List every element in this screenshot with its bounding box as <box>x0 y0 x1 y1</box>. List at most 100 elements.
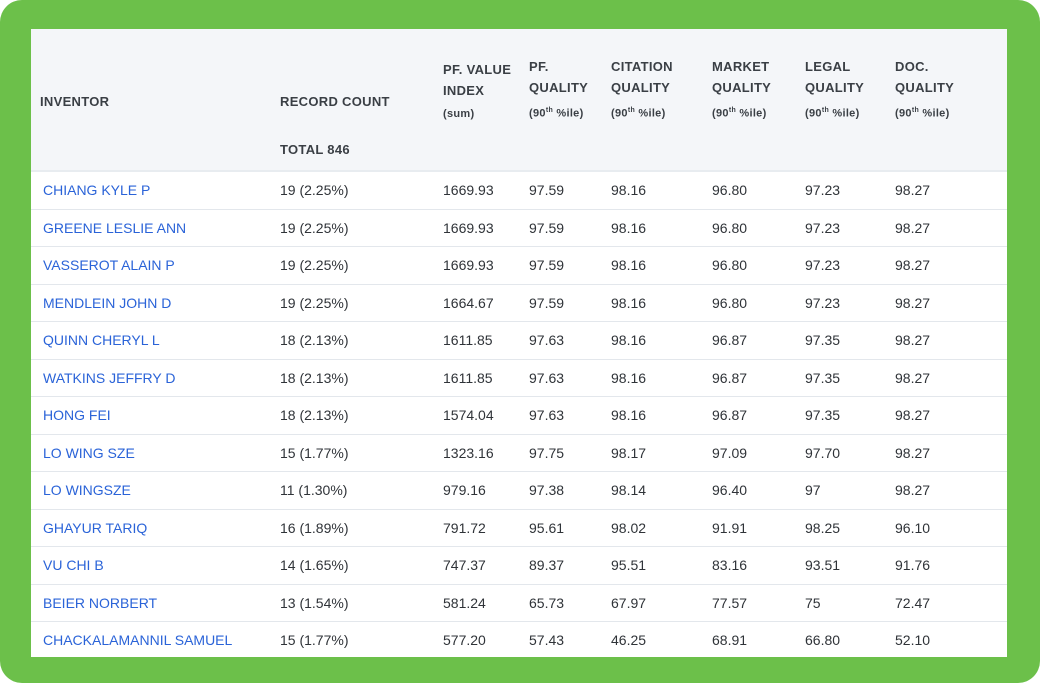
inventor-name-link[interactable]: CHIANG KYLE P <box>31 170 280 209</box>
header-line: MARKET <box>712 59 770 75</box>
pf-quality-cell: 97.75 <box>529 433 611 472</box>
citation-quality-cell: 98.17 <box>611 433 712 472</box>
legal-quality-cell: 93.51 <box>805 546 895 584</box>
doc-quality-cell: 98.27 <box>895 283 1007 322</box>
citation-quality-cell: 98.16 <box>611 208 712 247</box>
legal-quality-cell: 98.25 <box>805 508 895 547</box>
table-row: LO WING SZE 15 (1.77%) 1323.16 97.75 98.17 97… <box>31 433 1007 472</box>
pf-quality-cell: 97.38 <box>529 471 611 509</box>
pf-value-index-cell: 577.20 <box>443 621 529 657</box>
pf-value-index-cell: 747.37 <box>443 546 529 584</box>
record-count-cell: 11 (1.30%) <box>280 471 443 509</box>
table-row: CHIANG KYLE P 19 (2.25%) 1669.93 97.59 98.16… <box>31 170 1007 209</box>
legal-quality-cell: 97.70 <box>805 433 895 472</box>
legal-quality-cell: 97.35 <box>805 321 895 359</box>
column-header-pf-quality[interactable]: PF. QUALITY (90th %ile) <box>529 29 611 132</box>
record-count-cell: 13 (1.54%) <box>280 583 443 622</box>
header-line: PF. <box>529 59 549 75</box>
doc-quality-cell: 98.27 <box>895 396 1007 434</box>
market-quality-cell: 68.91 <box>712 621 805 657</box>
inventor-name-link[interactable]: VASSEROT ALAIN P <box>31 246 280 284</box>
column-header-doc-quality[interactable]: DOC. QUALITY (90th %ile) <box>895 29 1007 132</box>
legal-quality-cell: 75 <box>805 583 895 622</box>
header-line: INDEX <box>443 83 485 98</box>
inventor-name-link[interactable]: HONG FEI <box>31 396 280 434</box>
pf-value-index-cell: 979.16 <box>443 471 529 509</box>
column-header-citation-quality[interactable]: CITATION QUALITY (90th %ile) <box>611 29 712 132</box>
inventor-name-link[interactable]: GHAYUR TARIQ <box>31 508 280 547</box>
header-line: CITATION <box>611 59 673 75</box>
citation-quality-cell: 95.51 <box>611 546 712 584</box>
pf-value-index-cell: 1669.93 <box>443 246 529 284</box>
legal-quality-cell: 97.23 <box>805 283 895 322</box>
record-count-cell: 19 (2.25%) <box>280 170 443 209</box>
inventor-name-link[interactable]: WATKINS JEFFRY D <box>31 358 280 397</box>
table-row: QUINN CHERYL L 18 (2.13%) 1611.85 97.63 98.1… <box>31 321 1007 359</box>
pf-quality-cell: 57.43 <box>529 621 611 657</box>
record-count-cell: 19 (2.25%) <box>280 283 443 322</box>
record-count-cell: 19 (2.25%) <box>280 246 443 284</box>
header-line: QUALITY <box>611 80 671 96</box>
pf-quality-cell: 97.63 <box>529 396 611 434</box>
column-header-record-count[interactable]: RECORD COUNT <box>280 29 443 132</box>
pf-quality-cell: 97.59 <box>529 283 611 322</box>
table-row: LO WINGSZE 11 (1.30%) 979.16 97.38 98.14 96.4… <box>31 471 1007 509</box>
market-quality-cell: 96.80 <box>712 283 805 322</box>
inventor-name-link[interactable]: MENDLEIN JOHN D <box>31 283 280 322</box>
legal-quality-cell: 97.35 <box>805 396 895 434</box>
legal-quality-cell: 97.23 <box>805 246 895 284</box>
market-quality-cell: 96.40 <box>712 471 805 509</box>
table-row: HONG FEI 18 (2.13%) 1574.04 97.63 98.16 96.87… <box>31 396 1007 434</box>
doc-quality-cell: 98.27 <box>895 208 1007 247</box>
pf-value-index-cell: 1669.93 <box>443 208 529 247</box>
citation-quality-cell: 46.25 <box>611 621 712 657</box>
column-header-market-quality[interactable]: MARKET QUALITY (90th %ile) <box>712 29 805 132</box>
record-count-cell: 14 (1.65%) <box>280 546 443 584</box>
header-subtitle: (sum) <box>443 108 475 120</box>
market-quality-cell: 77.57 <box>712 583 805 622</box>
market-quality-cell: 96.80 <box>712 170 805 209</box>
inventor-table: INVENTOR RECORD COUNT PF. VALUE INDEX (s… <box>31 29 1007 657</box>
header-line: QUALITY <box>529 80 589 96</box>
inventor-name-link[interactable]: GREENE LESLIE ANN <box>31 208 280 247</box>
pf-quality-cell: 89.37 <box>529 546 611 584</box>
inventor-name-link[interactable]: VU CHI B <box>31 546 280 584</box>
table-row: CHACKALAMANNIL SAMUEL 15 (1.77%) 577.20 57.… <box>31 621 1007 657</box>
header-line: PF. VALUE <box>443 62 512 77</box>
total-label: TOTAL 846 <box>280 132 1007 171</box>
inventor-name-link[interactable]: QUINN CHERYL L <box>31 321 280 359</box>
doc-quality-cell: 98.27 <box>895 471 1007 509</box>
pf-quality-cell: 97.63 <box>529 358 611 397</box>
total-row: TOTAL 846 <box>31 132 1007 171</box>
market-quality-cell: 97.09 <box>712 433 805 472</box>
inventor-name-link[interactable]: BEIER NORBERT <box>31 583 280 622</box>
column-header-inventor[interactable]: INVENTOR <box>31 29 280 132</box>
doc-quality-cell: 98.27 <box>895 358 1007 397</box>
pf-quality-cell: 97.63 <box>529 321 611 359</box>
inventor-name-link[interactable]: LO WINGSZE <box>31 471 280 509</box>
record-count-cell: 15 (1.77%) <box>280 621 443 657</box>
citation-quality-cell: 98.16 <box>611 321 712 359</box>
record-count-cell: 18 (2.13%) <box>280 358 443 397</box>
pf-quality-cell: 97.59 <box>529 208 611 247</box>
pf-value-index-cell: 581.24 <box>443 583 529 622</box>
pf-value-index-cell: 1611.85 <box>443 358 529 397</box>
column-header-legal-quality[interactable]: LEGAL QUALITY (90th %ile) <box>805 29 895 132</box>
header-line: QUALITY <box>712 80 772 96</box>
pf-quality-cell: 97.59 <box>529 246 611 284</box>
table-row: WATKINS JEFFRY D 18 (2.13%) 1611.85 97.63 98… <box>31 358 1007 397</box>
pf-value-index-cell: 1574.04 <box>443 396 529 434</box>
market-quality-cell: 91.91 <box>712 508 805 547</box>
market-quality-cell: 96.87 <box>712 321 805 359</box>
inventor-name-link[interactable]: LO WING SZE <box>31 433 280 472</box>
header-subtitle: (90th %ile) <box>712 107 767 120</box>
citation-quality-cell: 98.14 <box>611 471 712 509</box>
header-line: LEGAL <box>805 59 851 75</box>
inventor-name-link[interactable]: CHACKALAMANNIL SAMUEL <box>31 621 280 657</box>
column-header-pf-value-index[interactable]: PF. VALUE INDEX (sum) <box>443 29 529 132</box>
table-row: VU CHI B 14 (1.65%) 747.37 89.37 95.51 83.16 9… <box>31 546 1007 584</box>
doc-quality-cell: 98.27 <box>895 321 1007 359</box>
pf-quality-cell: 95.61 <box>529 508 611 547</box>
citation-quality-cell: 98.16 <box>611 396 712 434</box>
